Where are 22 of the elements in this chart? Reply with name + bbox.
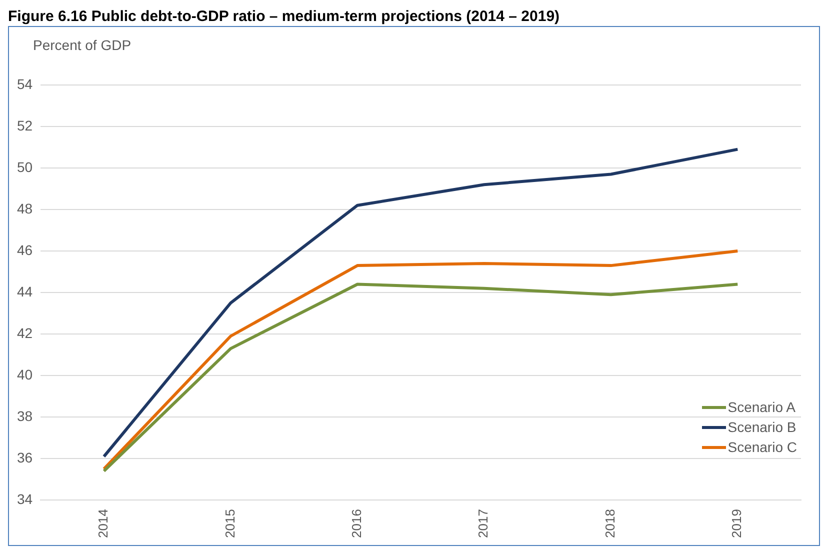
y-tick-label: 46 [16,242,33,258]
x-tick-label: 2017 [476,509,491,538]
x-tick-label: 2015 [222,509,238,538]
y-tick-label: 44 [16,283,33,300]
y-tick-label: 36 [16,449,33,466]
y-tick-label: 42 [16,324,33,341]
x-tick-label: 2019 [729,509,744,538]
y-tick-label: 38 [16,408,33,424]
legend-label: Scenario B [728,418,796,437]
x-tick-label: 2014 [96,509,111,538]
y-axis-title: Percent of GDP [33,37,132,53]
chart-title: Figure 6.16 Public debt-to-GDP ratio – medium-term projections (2014 – 2019) [8,8,561,26]
y-tick-label: 48 [16,200,33,216]
y-tick-label: 34 [16,490,33,507]
y-tick-label: 52 [16,117,33,134]
y-tick-label: 54 [16,76,33,92]
y-tick-label: 50 [16,158,33,175]
y-tick-label: 40 [16,366,33,382]
x-tick-label: 2018 [602,509,618,538]
legend-label: Scenario A [728,398,796,417]
legend-label: Scenario C [728,438,797,457]
x-tick-label: 2016 [348,509,364,538]
